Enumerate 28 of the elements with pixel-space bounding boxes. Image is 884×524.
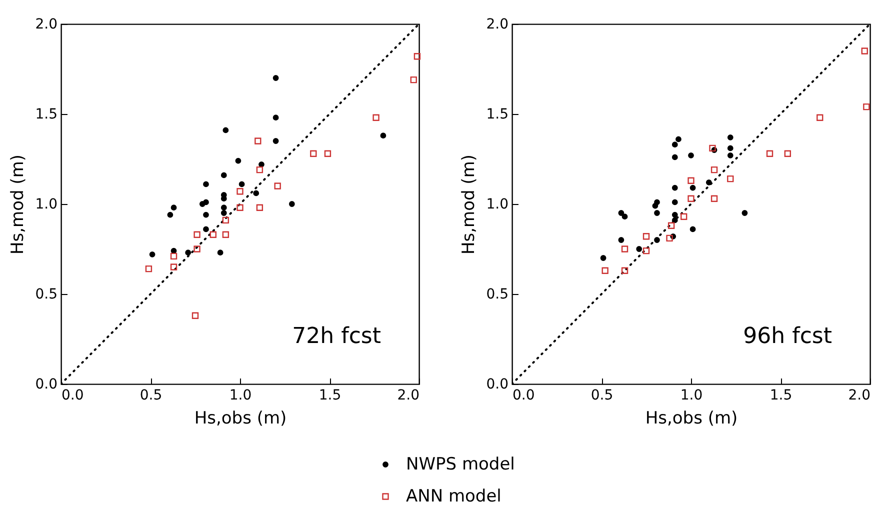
annotation: 72h fcst (292, 324, 382, 349)
y-tick-label: 0.0 (35, 376, 58, 392)
y-tick-label: 1.0 (35, 196, 58, 212)
legend-label: NWPS model (406, 454, 515, 474)
y-tick-label: 0.5 (35, 286, 58, 302)
x-tick-label: 0.0 (512, 388, 535, 404)
x-tick-label: 1.0 (680, 388, 703, 404)
x-tick-label: 1.5 (318, 388, 342, 404)
y-tick-label: 0.0 (486, 376, 508, 392)
y-tick-label: 1.0 (486, 196, 508, 212)
x-tick-label: 0.5 (140, 388, 162, 404)
y-tick-label: 0.5 (486, 286, 508, 302)
x-axis-title: Hs,obs (m) (645, 408, 738, 428)
x-tick-label: 2.0 (848, 388, 870, 404)
x-tick-label: 2.0 (397, 388, 420, 404)
y-tick-label: 1.5 (35, 106, 58, 122)
x-tick-label: 1.0 (229, 388, 252, 404)
x-tick-label: 0.0 (62, 388, 84, 404)
y-tick-label: 2.0 (35, 16, 58, 32)
y-axis-title: Hs,mod (m) (8, 154, 28, 255)
x-axis-title: Hs,obs (m) (194, 408, 287, 428)
x-tick-label: 1.5 (770, 388, 792, 404)
legend-label: ANN model (406, 486, 502, 506)
y-axis-title: Hs,mod (m) (459, 154, 480, 255)
y-tick-label: 2.0 (486, 16, 508, 32)
y-tick-label: 1.5 (486, 106, 508, 122)
annotation: 96h fcst (743, 324, 832, 349)
x-tick-label: 0.5 (590, 388, 614, 404)
